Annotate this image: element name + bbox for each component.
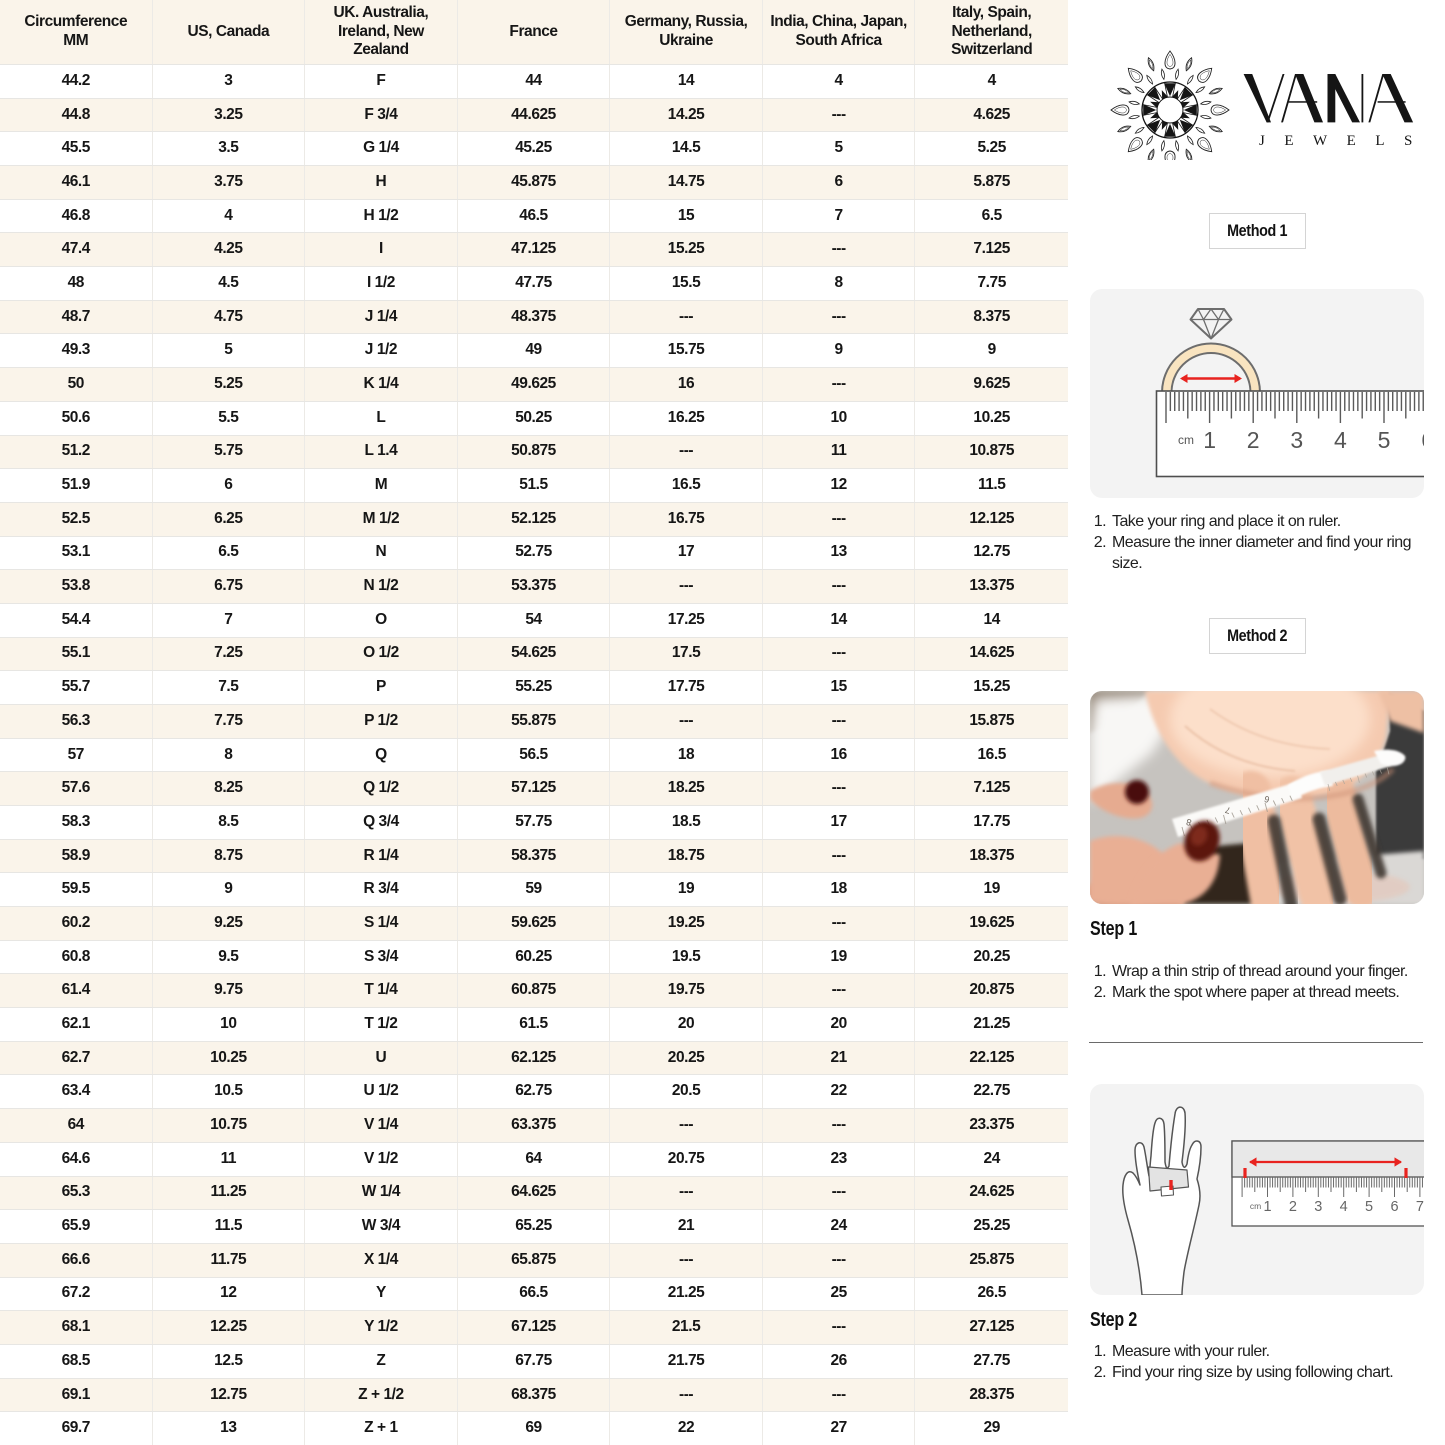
svg-text:cm: cm (1178, 433, 1194, 447)
svg-text:2: 2 (1289, 1199, 1297, 1215)
svg-text:5: 5 (1378, 427, 1391, 453)
svg-text:cm: cm (1250, 1201, 1261, 1211)
svg-text:3: 3 (1290, 427, 1303, 453)
svg-text:7: 7 (1416, 1199, 1424, 1215)
svg-text:8: 8 (1185, 817, 1193, 828)
svg-text:6: 6 (1390, 1199, 1398, 1215)
svg-text:6: 6 (1421, 427, 1424, 453)
svg-text:1: 1 (1203, 427, 1216, 453)
svg-text:7: 7 (1224, 805, 1232, 816)
svg-text:6: 6 (1263, 794, 1271, 805)
svg-text:JEWELS: JEWELS (1259, 133, 1430, 149)
svg-text:4: 4 (1340, 1199, 1348, 1215)
svg-text:3: 3 (1314, 1199, 1322, 1215)
svg-text:5: 5 (1365, 1199, 1373, 1215)
svg-text:1: 1 (1263, 1199, 1271, 1215)
svg-text:4: 4 (1334, 427, 1347, 453)
svg-text:2: 2 (1247, 427, 1260, 453)
